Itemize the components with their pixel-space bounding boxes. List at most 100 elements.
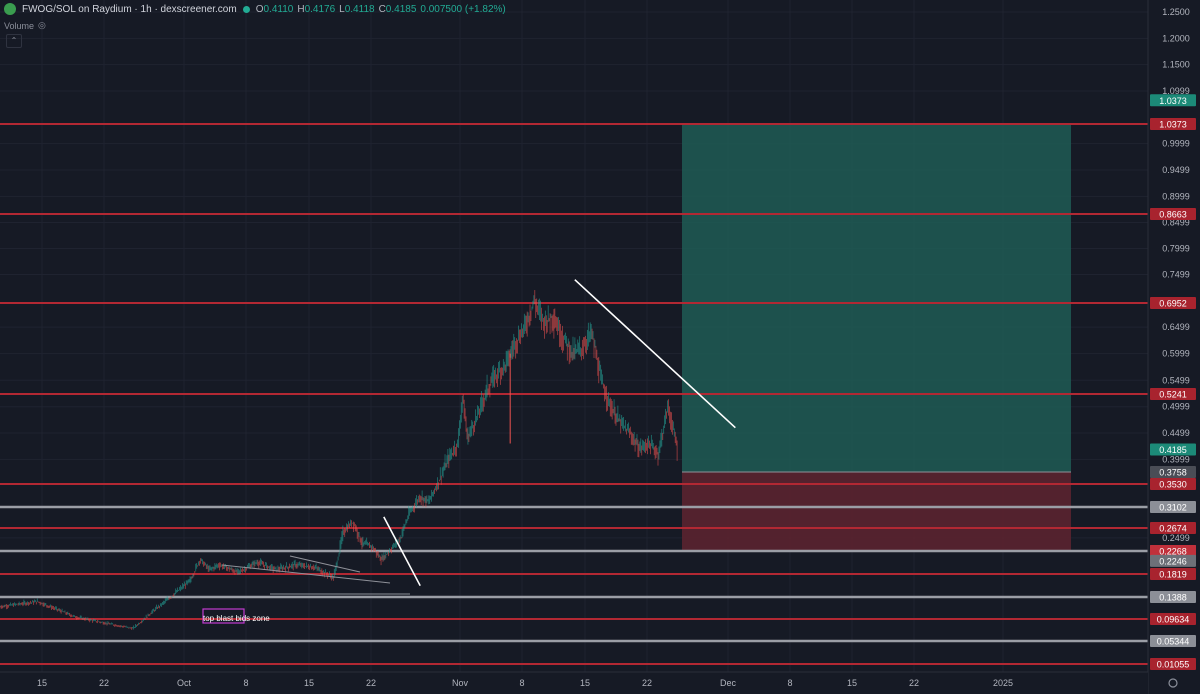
level-badge-bg: [1150, 208, 1196, 220]
x-tick-label: 2025: [993, 678, 1013, 688]
y-tick-label: 0.3999: [1162, 454, 1190, 464]
market-status-icon: [242, 5, 250, 13]
x-tick-label: 15: [847, 678, 857, 688]
eye-off-icon[interactable]: ◎: [38, 20, 46, 30]
level-badge: 0.3102: [1159, 503, 1187, 513]
ohlc-key: L: [339, 3, 345, 15]
trendline: [383, 516, 421, 587]
x-tick-label: Nov: [452, 678, 469, 688]
chevron-up-icon[interactable]: ⌃: [6, 34, 22, 48]
y-tick-label: 0.4499: [1162, 428, 1190, 438]
annotation-label: top blast bids zone: [203, 614, 270, 623]
x-tick-label: 15: [37, 678, 47, 688]
ohlc-key: C: [378, 3, 386, 15]
level-badge: 0.1819: [1159, 570, 1187, 580]
ohlc-value: 0.4118: [344, 3, 375, 15]
y-tick-label: 0.9999: [1162, 139, 1190, 149]
x-tick-label: 8: [519, 678, 524, 688]
ohlc-item: L0.4118: [339, 4, 374, 15]
ohlc-key: O: [255, 3, 264, 15]
ohlc-value: 0.4110: [263, 3, 294, 15]
x-tick-label: 15: [304, 678, 314, 688]
symbol-title: FWOG/SOL on Raydium · 1h · dexscreener.c…: [22, 3, 237, 15]
level-badge-bg: [1150, 591, 1196, 603]
level-badge-bg: [1150, 478, 1196, 490]
level-badge: 0.8663: [1159, 210, 1187, 220]
y-tick-label: 0.5999: [1162, 349, 1190, 359]
level-badge-bg: [1150, 613, 1196, 625]
y-tick-label: 0.2499: [1162, 533, 1190, 543]
y-tick-label: 1.1500: [1162, 60, 1190, 70]
ohlc-item: O0.4110: [256, 4, 294, 15]
x-tick-label: 22: [99, 678, 109, 688]
level-badge: 1.0373: [1159, 120, 1187, 130]
level-badge-bg: [1150, 568, 1196, 580]
level-badge-bg: [1150, 501, 1196, 513]
y-tick-label: 0.9499: [1162, 165, 1190, 175]
level-badge: 0.09634: [1157, 615, 1190, 625]
time-axis: [0, 672, 1148, 694]
level-badge-bg: [1150, 118, 1196, 130]
current-price-badge: 0.4185: [1159, 445, 1187, 455]
x-tick-label: 8: [787, 678, 792, 688]
level-badge: 0.5241: [1159, 390, 1187, 400]
x-tick-label: 15: [580, 678, 590, 688]
stop-badge-2: 0.2246: [1159, 556, 1187, 566]
current-price-badge-bg: [1150, 443, 1196, 456]
volume-indicator[interactable]: Volume ◎: [4, 20, 46, 31]
token-logo-icon: [4, 3, 16, 15]
channel-line: [221, 564, 391, 584]
y-tick-label: 1.2000: [1162, 33, 1190, 43]
level-badge: 0.1388: [1159, 593, 1187, 603]
y-tick-label: 0.6499: [1162, 322, 1190, 332]
level-badge-bg: [1150, 522, 1196, 534]
level-badge: 0.2674: [1159, 524, 1187, 534]
y-tick-label: 0.7999: [1162, 244, 1190, 254]
y-tick-label: 1.0999: [1162, 86, 1190, 96]
volume-label: Volume: [4, 20, 35, 31]
x-tick-label: 22: [366, 678, 376, 688]
settings-gear-icon[interactable]: [1168, 678, 1178, 688]
ohlc-item: C0.4185: [379, 4, 417, 15]
level-badge: 0.6952: [1159, 299, 1187, 309]
y-tick-label: 0.7499: [1162, 270, 1190, 280]
level-badge-bg: [1150, 658, 1196, 670]
trendline: [574, 279, 736, 429]
x-tick-label: 8: [243, 678, 248, 688]
ohlc-key: H: [297, 3, 305, 15]
channel-line: [289, 555, 361, 573]
level-badge: 0.05344: [1157, 637, 1190, 647]
loss-zone: [682, 472, 1071, 551]
target-badge: 1.0373: [1159, 96, 1187, 106]
y-tick-label: 0.4999: [1162, 402, 1190, 412]
chart-header: FWOG/SOL on Raydium · 1h · dexscreener.c…: [4, 3, 506, 15]
stop-badge-bg: [1150, 545, 1196, 557]
level-badge-bg: [1150, 297, 1196, 309]
level-badge-bg: [1150, 635, 1196, 647]
x-tick-label: 22: [642, 678, 652, 688]
y-tick-label: 1.2500: [1162, 7, 1190, 17]
y-tick-label: 0.5499: [1162, 375, 1190, 385]
annotation-box: [202, 608, 245, 624]
y-tick-label: 0.8999: [1162, 191, 1190, 201]
x-tick-label: Dec: [720, 678, 737, 688]
level-badge: 0.01055: [1157, 660, 1190, 670]
ohlc-readout: O0.4110 H0.4176 L0.4118 C0.4185 0.007500 (+1…: [256, 4, 506, 15]
y-tick-label: 0.8499: [1162, 218, 1190, 228]
profit-zone: [682, 124, 1071, 473]
ohlc-value: 0.007500 (+1.82%): [420, 3, 506, 15]
ohlc-value: 0.4185: [385, 3, 417, 15]
entry-badge-bg: [1150, 466, 1196, 479]
ohlc-item: 0.007500 (+1.82%): [420, 4, 505, 15]
ohlc-value: 0.4176: [304, 3, 336, 15]
entry-badge: 0.3758: [1159, 468, 1187, 478]
stop-badge-2-bg: [1150, 554, 1196, 567]
stop-badge: 0.2268: [1159, 547, 1187, 557]
target-badge-bg: [1150, 94, 1196, 107]
ohlc-item: H0.4176: [297, 4, 335, 15]
level-badge-bg: [1150, 388, 1196, 400]
level-badge: 0.3530: [1159, 480, 1187, 490]
x-tick-label: 22: [909, 678, 919, 688]
x-tick-label: Oct: [177, 678, 192, 688]
